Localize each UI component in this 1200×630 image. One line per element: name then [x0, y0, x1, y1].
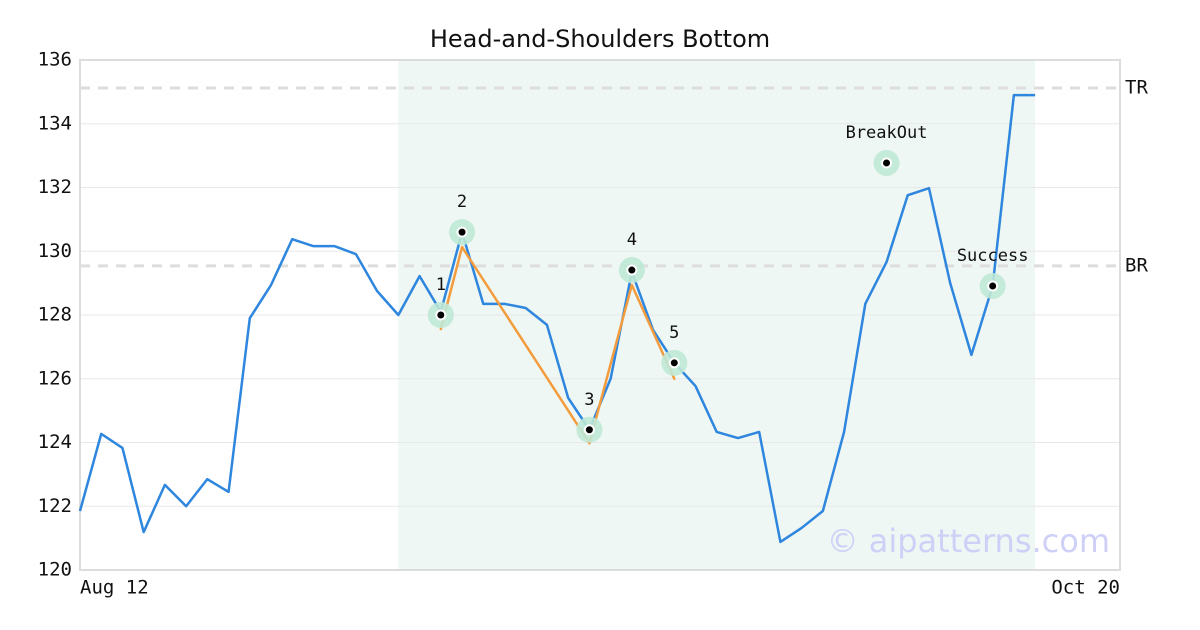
- marker-dot: [987, 280, 999, 292]
- y-tick-label: 130: [38, 240, 72, 262]
- marker-dot: [668, 357, 680, 369]
- x-tick-label: Oct 20: [1051, 577, 1120, 599]
- x-tick-label: Aug 12: [80, 577, 149, 599]
- plot-frame: [79, 59, 1121, 571]
- y-tick-label: 122: [38, 495, 72, 517]
- marker-label: BreakOut: [846, 123, 928, 143]
- y-tick-label: 124: [38, 431, 72, 453]
- y-tick-label: 136: [38, 49, 72, 71]
- marker-label: 2: [457, 192, 467, 212]
- pattern-segment: [460, 245, 591, 445]
- marker-dot: [583, 424, 595, 436]
- y-tick-label: 120: [38, 559, 72, 581]
- y-tick-label: 126: [38, 367, 72, 389]
- watermark: © aipatterns.com: [827, 522, 1110, 560]
- level-label: BR: [1125, 254, 1148, 276]
- pattern-segment: [588, 283, 634, 445]
- marker-label: Success: [957, 246, 1029, 266]
- marker-label: 5: [669, 323, 679, 343]
- y-tick-label: 128: [38, 304, 72, 326]
- marker-label: 4: [627, 230, 637, 250]
- chart-title: Head-and-Shoulders Bottom: [430, 25, 770, 53]
- marker-dot: [881, 157, 893, 169]
- marker-label: 3: [584, 390, 594, 410]
- price-line: [78, 93, 1036, 544]
- marker-label: 1: [436, 275, 446, 295]
- marker-dot: [626, 264, 638, 276]
- level-label: TR: [1125, 77, 1148, 99]
- y-tick-label: 134: [38, 112, 72, 134]
- marker-dot: [456, 226, 468, 238]
- marker-dot: [435, 309, 447, 321]
- y-tick-label: 132: [38, 176, 72, 198]
